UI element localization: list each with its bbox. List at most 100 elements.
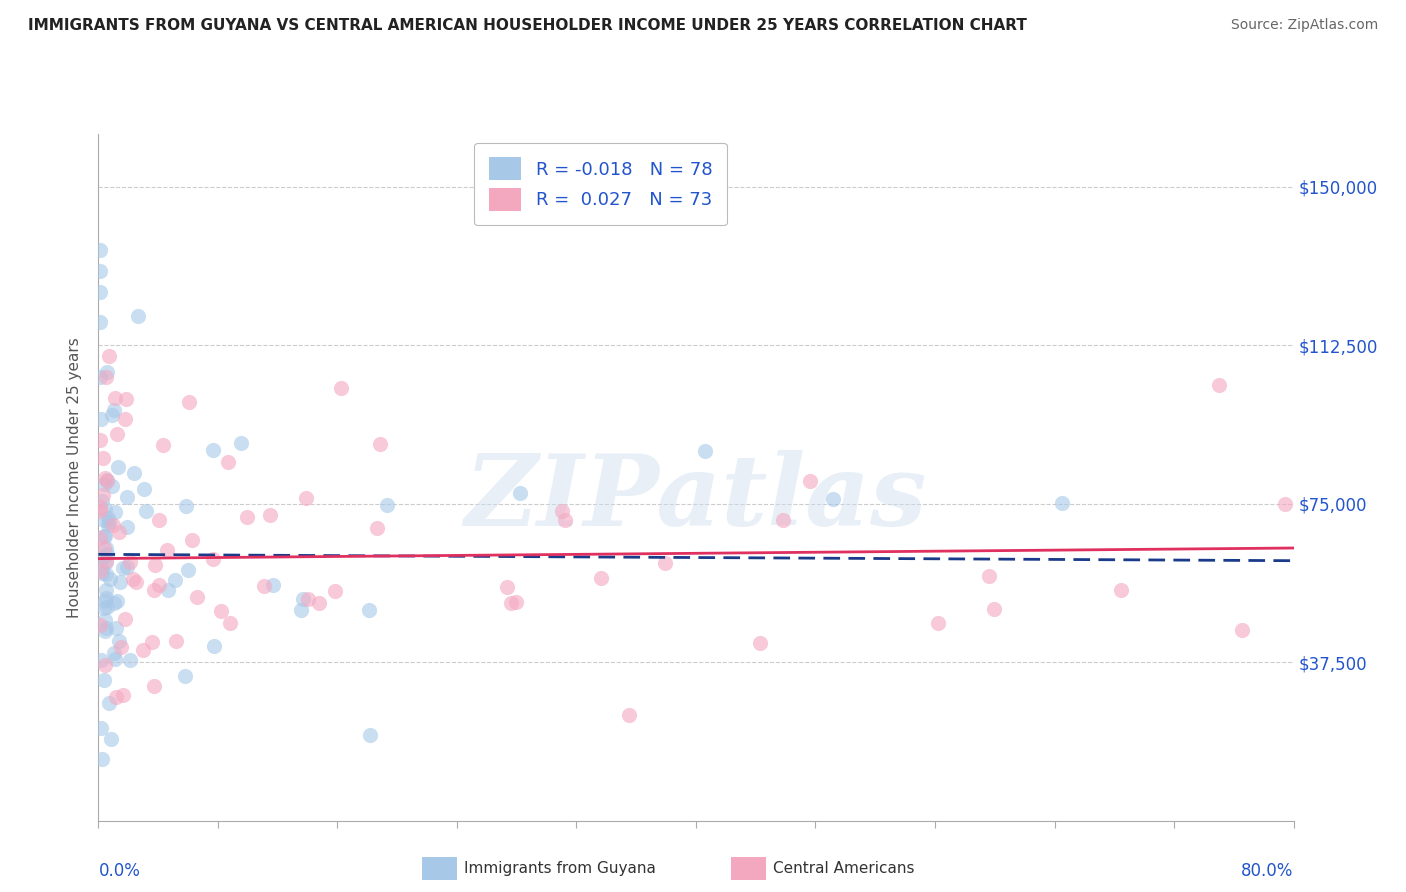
Point xyxy=(186,590,208,604)
Text: Source: ZipAtlas.com: Source: ZipAtlas.com xyxy=(1230,18,1378,32)
Point xyxy=(156,543,179,558)
Point xyxy=(115,490,138,504)
Point xyxy=(91,549,114,564)
Point xyxy=(748,636,770,650)
Point xyxy=(89,315,111,329)
Point xyxy=(290,603,312,617)
Point xyxy=(114,392,136,406)
Point xyxy=(152,438,174,452)
Point xyxy=(101,408,124,422)
Point xyxy=(90,721,112,735)
Point xyxy=(253,579,276,593)
Point xyxy=(111,561,134,575)
Point xyxy=(295,491,318,506)
Point xyxy=(89,369,111,384)
Point xyxy=(174,500,197,514)
Point xyxy=(89,285,111,300)
Point xyxy=(94,583,117,598)
Point xyxy=(103,652,125,666)
Point xyxy=(103,596,125,610)
Point xyxy=(177,395,200,409)
Point xyxy=(118,555,141,569)
Text: ZIPatlas: ZIPatlas xyxy=(465,450,927,546)
Point xyxy=(1050,496,1073,510)
Point xyxy=(89,264,111,278)
Point xyxy=(94,501,117,516)
Legend: R = -0.018   N = 78, R =  0.027   N = 73: R = -0.018 N = 78, R = 0.027 N = 73 xyxy=(474,143,727,226)
Point xyxy=(366,521,388,535)
Point xyxy=(96,547,118,561)
Point xyxy=(165,634,187,648)
Point xyxy=(983,602,1005,616)
Point xyxy=(94,614,117,628)
Point xyxy=(370,437,392,451)
Point xyxy=(201,551,224,566)
Point xyxy=(110,640,132,654)
Point xyxy=(89,434,111,448)
Text: Immigrants from Guyana: Immigrants from Guyana xyxy=(464,862,655,876)
Point xyxy=(217,455,239,469)
Point xyxy=(97,518,120,533)
Point xyxy=(108,575,131,590)
Point xyxy=(89,532,111,546)
Point xyxy=(122,466,145,480)
Point xyxy=(330,381,353,395)
Point xyxy=(93,513,115,527)
Point xyxy=(176,563,198,577)
Point xyxy=(1274,498,1296,512)
Point xyxy=(96,541,118,556)
Point xyxy=(89,564,111,578)
Point xyxy=(94,624,117,638)
Point xyxy=(93,529,115,543)
Point xyxy=(127,309,149,323)
Point xyxy=(589,571,612,585)
Point xyxy=(96,365,118,379)
Point xyxy=(90,653,112,667)
Point xyxy=(209,604,232,618)
Point xyxy=(103,518,125,533)
Point xyxy=(124,575,146,590)
Y-axis label: Householder Income Under 25 years: Householder Income Under 25 years xyxy=(67,337,83,617)
Point xyxy=(96,600,118,615)
Point xyxy=(551,504,574,518)
Point xyxy=(122,572,145,586)
Point xyxy=(142,582,165,597)
Point xyxy=(219,616,242,631)
Point xyxy=(291,592,314,607)
Point xyxy=(89,504,111,518)
Point xyxy=(325,584,347,599)
Point xyxy=(165,573,187,587)
Point xyxy=(114,612,136,626)
Point xyxy=(94,621,117,635)
Point xyxy=(132,482,155,496)
Point xyxy=(94,369,117,384)
Point xyxy=(236,510,259,524)
Point xyxy=(93,477,115,491)
Point xyxy=(97,515,120,529)
Point xyxy=(103,647,125,661)
Point xyxy=(132,643,155,657)
Point xyxy=(96,554,118,568)
Point xyxy=(100,732,122,747)
Point xyxy=(173,669,195,683)
Point xyxy=(96,475,118,489)
Point xyxy=(375,498,398,512)
Point xyxy=(104,391,127,405)
Text: 80.0%: 80.0% xyxy=(1241,862,1294,880)
Point xyxy=(91,752,114,766)
Point xyxy=(143,558,166,573)
Point xyxy=(148,513,170,527)
Point xyxy=(202,442,225,457)
Point xyxy=(157,583,180,598)
Point xyxy=(772,513,794,527)
Point xyxy=(94,591,117,605)
Point xyxy=(93,541,115,555)
Point xyxy=(105,426,128,441)
Point xyxy=(231,436,253,450)
Point xyxy=(91,450,114,465)
Point xyxy=(108,634,131,648)
Point xyxy=(108,524,131,539)
Point xyxy=(93,673,115,687)
Point xyxy=(97,510,120,524)
Point xyxy=(107,459,129,474)
